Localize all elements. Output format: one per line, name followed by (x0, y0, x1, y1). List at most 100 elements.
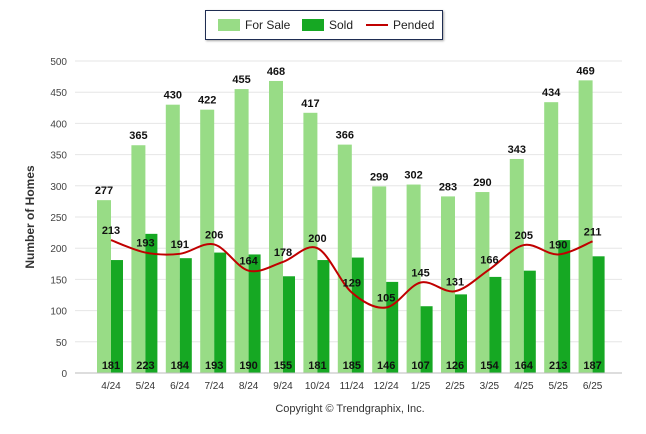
for-sale-bar (200, 109, 215, 373)
pended-value-label: 206 (205, 229, 223, 241)
legend-item-for-sale: For Sale (218, 11, 290, 39)
sold-bar (592, 256, 605, 373)
pended-value-label: 200 (308, 233, 326, 245)
y-tick-label: 200 (50, 244, 67, 255)
sold-bar (455, 294, 467, 373)
pended-line (110, 239, 593, 309)
for-sale-bar (441, 196, 455, 373)
sold-bar (248, 254, 261, 373)
sold-value-label: 190 (239, 360, 257, 372)
legend-label-for-sale: For Sale (245, 18, 291, 32)
for-sale-bar (509, 158, 524, 373)
for-sale-swatch (218, 19, 240, 31)
sold-value-label: 155 (274, 360, 292, 372)
x-tick-label: 4/24 (101, 381, 121, 392)
copyright-text: Copyright © Trendgraphix, Inc. (275, 403, 425, 415)
for-sale-value-label: 455 (232, 74, 250, 86)
pended-value-label: 213 (102, 225, 120, 237)
sold-value-label: 213 (549, 360, 567, 372)
for-sale-value-label: 469 (576, 65, 594, 77)
y-tick-label: 100 (50, 307, 67, 318)
pended-value-label: 178 (274, 247, 292, 259)
sold-bar (214, 252, 227, 373)
y-tick-label: 150 (50, 275, 67, 286)
for-sale-value-label: 283 (439, 181, 457, 193)
sold-bar (386, 281, 399, 373)
for-sale-value-label: 343 (508, 144, 526, 156)
sold-value-label: 181 (102, 360, 120, 372)
y-tick-label: 350 (50, 151, 67, 162)
for-sale-bar (372, 186, 387, 373)
for-sale-bar (303, 112, 318, 374)
x-tick-label: 1/25 (411, 381, 431, 392)
for-sale-value-label: 290 (473, 177, 491, 189)
legend-item-sold: Sold (302, 11, 353, 39)
for-sale-bar (544, 102, 559, 374)
y-tick-label: 400 (50, 119, 67, 130)
pended-value-label: 145 (411, 268, 429, 280)
for-sale-bar (578, 80, 593, 374)
y-tick-label: 300 (50, 182, 67, 193)
x-tick-label: 3/25 (480, 381, 500, 392)
x-tick-label: 10/24 (305, 381, 330, 392)
pended-value-label: 205 (515, 230, 533, 242)
legend-label-pended: Pended (393, 18, 435, 32)
sold-value-label: 223 (136, 360, 154, 372)
sold-value-label: 154 (480, 360, 499, 372)
for-sale-value-label: 468 (267, 66, 285, 78)
for-sale-bar (97, 200, 111, 373)
pended-value-label: 211 (584, 226, 602, 238)
x-tick-label: 12/24 (374, 381, 399, 392)
pended-value-label: 191 (171, 239, 189, 251)
y-tick-label: 50 (56, 338, 68, 349)
for-sale-value-label: 417 (301, 98, 319, 110)
sold-bar (523, 270, 536, 373)
pended-value-label: 193 (136, 238, 154, 250)
for-sale-value-label: 302 (404, 170, 422, 182)
for-sale-bar (165, 104, 180, 374)
for-sale-bar (131, 145, 146, 373)
sold-value-label: 185 (343, 360, 361, 372)
sold-value-label: 107 (411, 360, 429, 372)
sold-value-label: 126 (446, 360, 464, 372)
x-tick-label: 8/24 (239, 381, 259, 392)
x-tick-label: 11/24 (340, 381, 365, 392)
legend-label-sold: Sold (329, 18, 354, 32)
sold-value-label: 181 (308, 360, 326, 372)
sold-value-label: 146 (377, 360, 395, 372)
for-sale-bar (269, 80, 283, 373)
for-sale-value-label: 365 (129, 130, 147, 142)
sold-bar (145, 233, 158, 373)
for-sale-value-label: 422 (198, 95, 216, 107)
sold-value-label: 184 (171, 360, 190, 372)
legend-item-pended: Pended (366, 11, 434, 39)
x-tick-label: 6/25 (583, 381, 603, 392)
sold-bar (317, 260, 330, 373)
y-tick-label: 450 (50, 88, 67, 99)
for-sale-value-label: 277 (95, 185, 113, 197)
for-sale-bar (475, 192, 490, 373)
for-sale-value-label: 430 (164, 90, 182, 102)
pended-value-label: 129 (343, 278, 361, 290)
sold-bar (420, 306, 433, 373)
sold-bar (283, 276, 295, 373)
y-tick-label: 500 (50, 57, 67, 68)
x-tick-label: 4/25 (514, 381, 534, 392)
sold-bar (111, 260, 123, 373)
pended-value-label: 131 (446, 276, 464, 288)
sold-swatch (302, 19, 324, 31)
x-tick-label: 5/25 (548, 381, 568, 392)
pended-value-label: 164 (239, 256, 258, 268)
y-tick-label: 250 (50, 213, 67, 224)
pended-value-label: 190 (549, 239, 567, 251)
x-tick-label: 2/25 (445, 381, 465, 392)
pended-swatch (366, 24, 388, 26)
for-sale-value-label: 434 (542, 87, 561, 99)
legend: For Sale Sold Pended (205, 10, 443, 40)
x-tick-label: 7/24 (204, 381, 224, 392)
sold-value-label: 187 (583, 360, 601, 372)
x-tick-label: 9/24 (273, 381, 293, 392)
x-tick-label: 5/24 (136, 381, 156, 392)
for-sale-value-label: 299 (370, 171, 388, 183)
pended-value-label: 105 (377, 292, 395, 304)
